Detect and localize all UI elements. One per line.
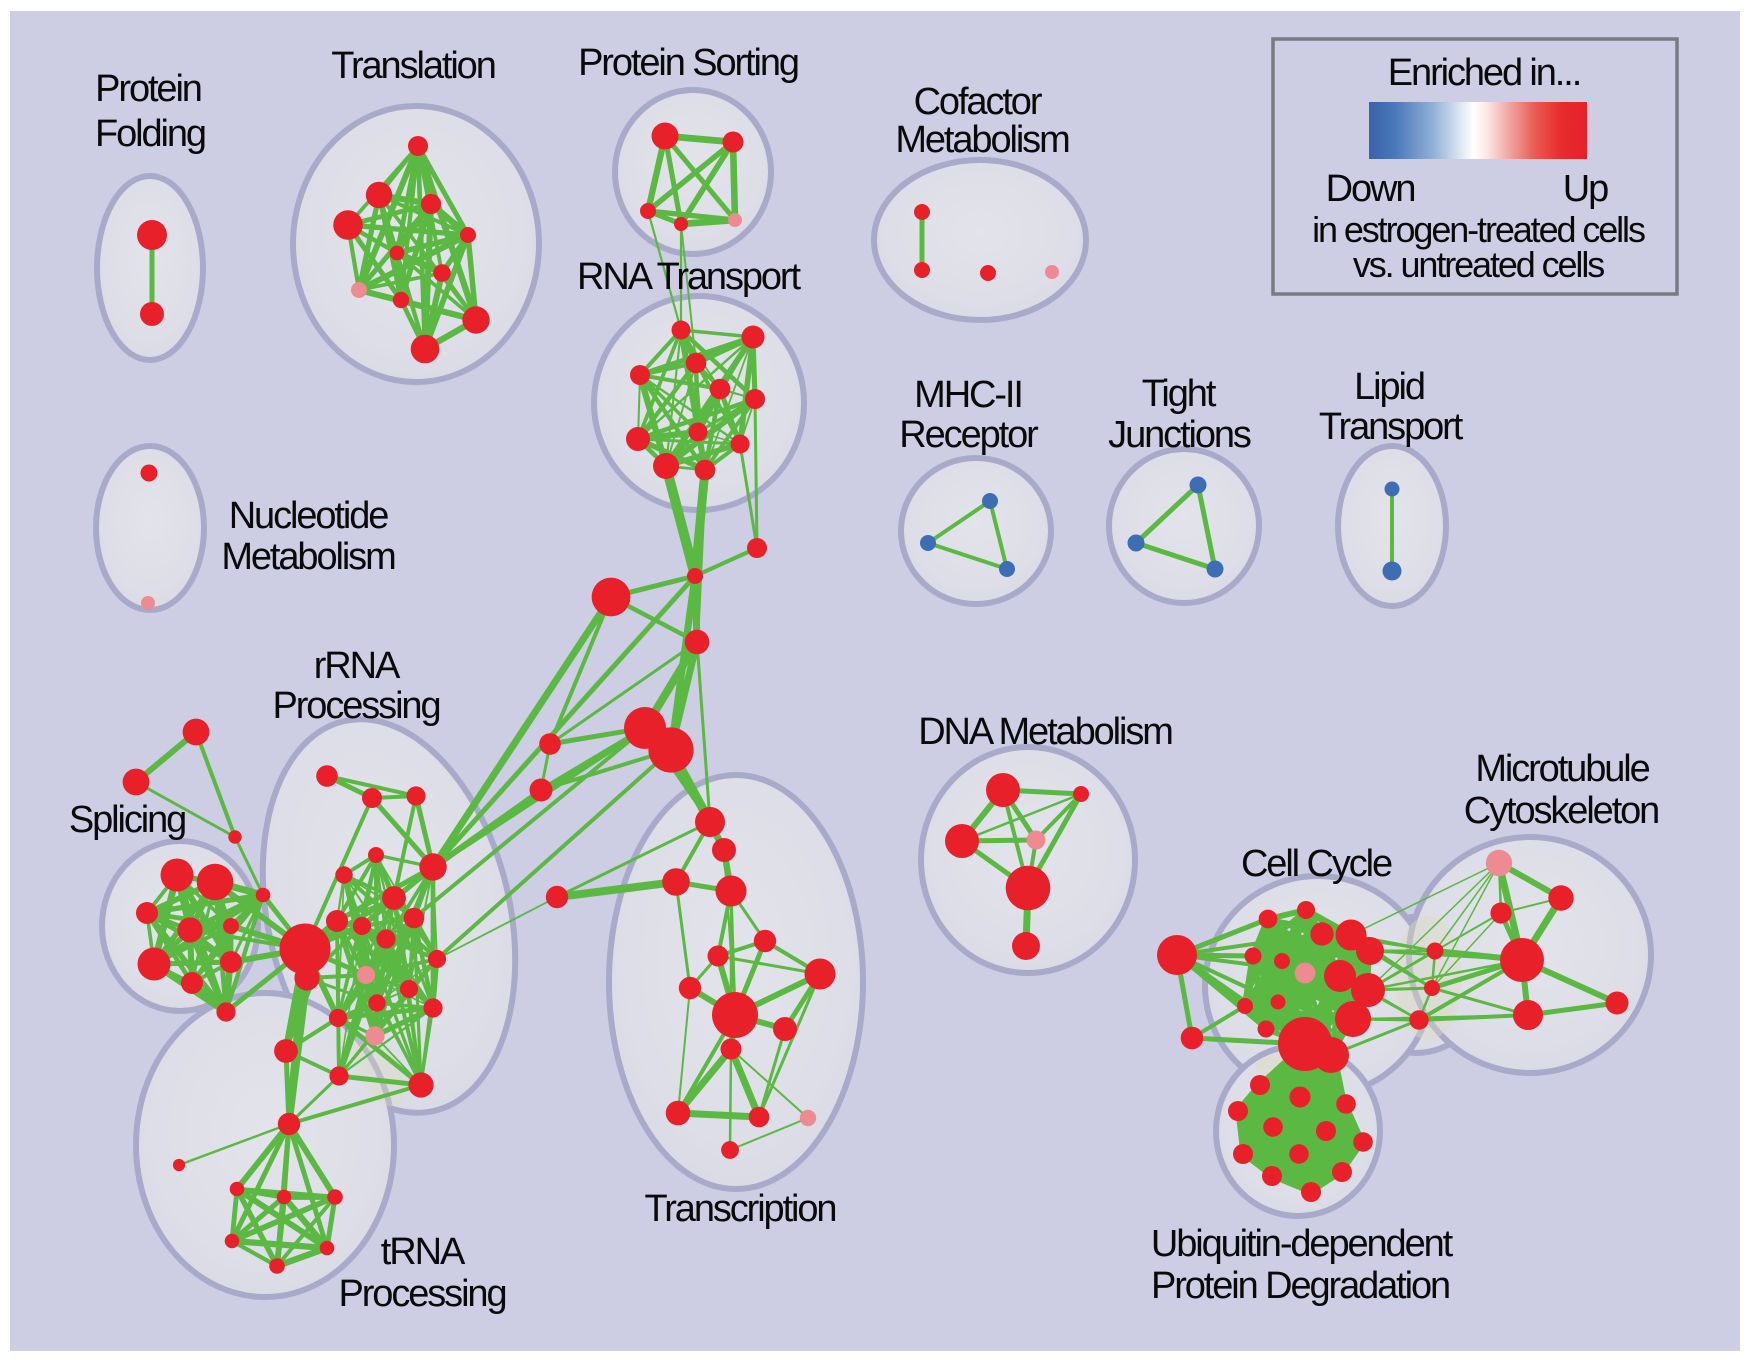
- svg-text:Transport: Transport: [1319, 406, 1464, 448]
- svg-text:Cofactor: Cofactor: [914, 81, 1043, 123]
- svg-text:Cytoskeleton: Cytoskeleton: [1464, 790, 1658, 832]
- svg-text:Processing: Processing: [273, 685, 440, 727]
- svg-text:Enriched in...: Enriched in...: [1388, 52, 1580, 94]
- svg-text:vs. untreated cells: vs. untreated cells: [1353, 244, 1604, 285]
- svg-text:Metabolism: Metabolism: [221, 536, 395, 578]
- svg-text:Microtubule: Microtubule: [1475, 748, 1649, 790]
- svg-text:Splicing: Splicing: [69, 799, 185, 841]
- svg-text:Translation: Translation: [331, 45, 494, 87]
- svg-text:Down: Down: [1326, 168, 1415, 210]
- svg-text:tRNA: tRNA: [381, 1231, 466, 1273]
- svg-text:Protein Degradation: Protein Degradation: [1151, 1265, 1449, 1307]
- svg-text:MHC-II: MHC-II: [914, 374, 1022, 416]
- svg-text:Receptor: Receptor: [899, 414, 1039, 456]
- svg-text:RNA Transport: RNA Transport: [577, 256, 801, 298]
- svg-text:Tight: Tight: [1142, 373, 1217, 415]
- svg-text:Folding: Folding: [95, 113, 205, 155]
- svg-text:Processing: Processing: [339, 1273, 506, 1315]
- svg-text:Protein: Protein: [95, 68, 201, 110]
- svg-text:Cell Cycle: Cell Cycle: [1241, 843, 1392, 885]
- svg-text:DNA Metabolism: DNA Metabolism: [918, 711, 1172, 753]
- svg-text:Ubiquitin-dependent: Ubiquitin-dependent: [1151, 1223, 1454, 1265]
- svg-text:Junctions: Junctions: [1108, 414, 1251, 456]
- svg-text:Lipid: Lipid: [1354, 366, 1424, 408]
- svg-text:rRNA: rRNA: [314, 645, 401, 687]
- svg-text:Protein Sorting: Protein Sorting: [578, 42, 798, 84]
- svg-text:Transcription: Transcription: [645, 1188, 836, 1230]
- svg-text:Nucleotide: Nucleotide: [229, 495, 389, 537]
- svg-text:Up: Up: [1563, 168, 1608, 210]
- svg-text:in estrogen-treated cells: in estrogen-treated cells: [1312, 209, 1645, 250]
- svg-text:Metabolism: Metabolism: [895, 119, 1069, 161]
